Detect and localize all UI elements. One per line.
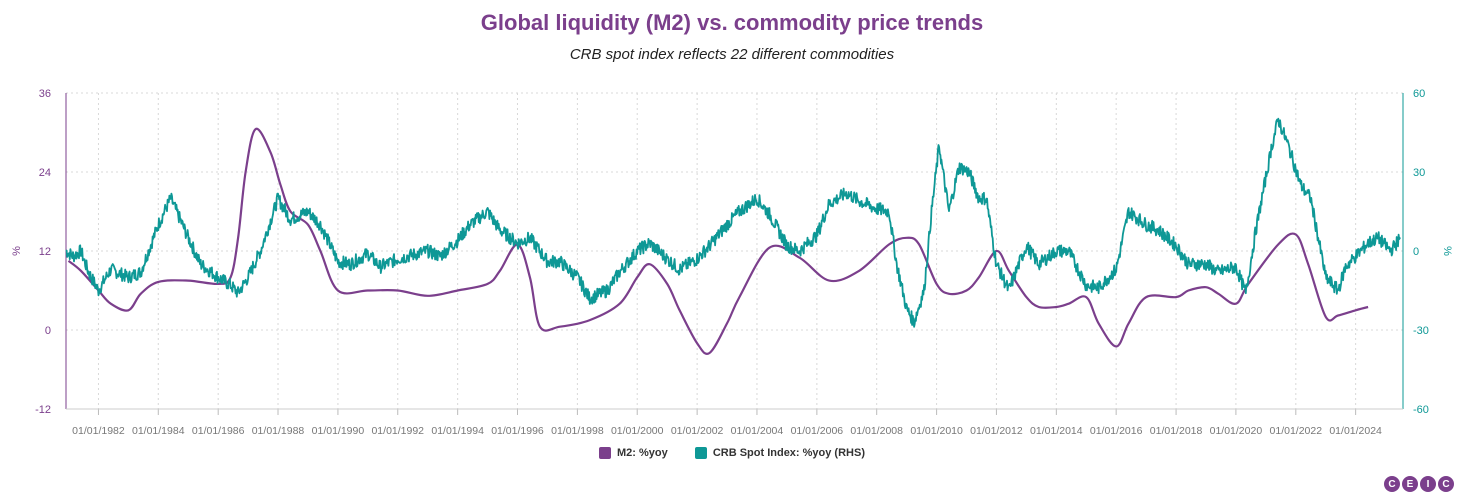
x-tick-label: 01/01/2006 <box>791 425 844 437</box>
legend-label-crb: CRB Spot Index: %yoy (RHS) <box>712 447 865 459</box>
y-left-tick-label: -12 <box>35 404 51 416</box>
x-tick-label: 01/01/2008 <box>850 425 903 437</box>
y-left-tick-label: 12 <box>39 246 51 258</box>
x-tick-label: 01/01/2024 <box>1329 425 1382 437</box>
x-tick-label: 01/01/1992 <box>371 425 424 437</box>
logo-letter: C <box>1384 476 1400 492</box>
x-tick-label: 01/01/2022 <box>1270 425 1323 437</box>
x-tick-label: 01/01/2010 <box>910 425 963 437</box>
x-tick-label: 01/01/2014 <box>1030 425 1083 437</box>
logo-letter: I <box>1420 476 1436 492</box>
x-tick-label: 01/01/2020 <box>1210 425 1263 437</box>
legend-label-m2: M2: %yoy <box>617 447 668 459</box>
logo-letter: C <box>1438 476 1454 492</box>
y-right-axis-label: % <box>1441 246 1453 256</box>
legend-item-crb[interactable]: CRB Spot Index: %yoy (RHS) <box>694 447 865 459</box>
legend-swatch-crb <box>694 447 707 459</box>
x-tick-label: 01/01/2018 <box>1150 425 1203 437</box>
x-tick-label: 01/01/2002 <box>671 425 724 437</box>
x-tick-label: 01/01/1994 <box>431 425 484 437</box>
x-tick-label: 01/01/2012 <box>970 425 1023 437</box>
ceic-logo: C E I C <box>1384 476 1454 492</box>
x-tick-label: 01/01/2004 <box>731 425 784 437</box>
chart-legend: M2: %yoy CRB Spot Index: %yoy (RHS) <box>0 447 1464 462</box>
x-tick-label: 01/01/1996 <box>491 425 544 437</box>
y-left-tick-label: 36 <box>39 88 51 100</box>
x-tick-label: 01/01/1986 <box>192 425 245 437</box>
chart-subtitle: CRB spot index reflects 22 different com… <box>569 46 895 63</box>
line-chart: -12 0 12 24 36 -60 -30 0 30 60 01/01/1982 01/01/198… <box>11 88 1453 437</box>
y-right-tick-label: 0 <box>1413 246 1419 258</box>
y-right-tick-label: 30 <box>1413 167 1425 179</box>
x-tick-label: 01/01/1990 <box>312 425 365 437</box>
y-right-tick-label: -60 <box>1413 404 1429 416</box>
x-tick-label: 01/01/1984 <box>132 425 185 437</box>
legend-swatch-m2 <box>599 447 611 459</box>
y-left-tick-label: 0 <box>45 325 51 337</box>
y-right-tick-label: -30 <box>1413 325 1429 337</box>
series-line-crb <box>65 117 1401 328</box>
y-left-tick-label: 24 <box>39 167 51 179</box>
x-tick-label: 01/01/1982 <box>72 425 125 437</box>
x-tick-label: 01/01/1988 <box>252 425 305 437</box>
x-tick-label: 01/01/2000 <box>611 425 664 437</box>
legend-item-m2[interactable]: M2: %yoy <box>599 447 668 459</box>
chart-title: Global liquidity (M2) vs. commodity pric… <box>480 10 984 35</box>
series-line-m2 <box>67 127 1369 355</box>
logo-letter: E <box>1402 476 1418 492</box>
y-left-axis-label: % <box>11 246 23 256</box>
x-tick-label: 01/01/2016 <box>1090 425 1143 437</box>
y-right-tick-label: 60 <box>1413 88 1425 100</box>
x-tick-label: 01/01/1998 <box>551 425 604 437</box>
